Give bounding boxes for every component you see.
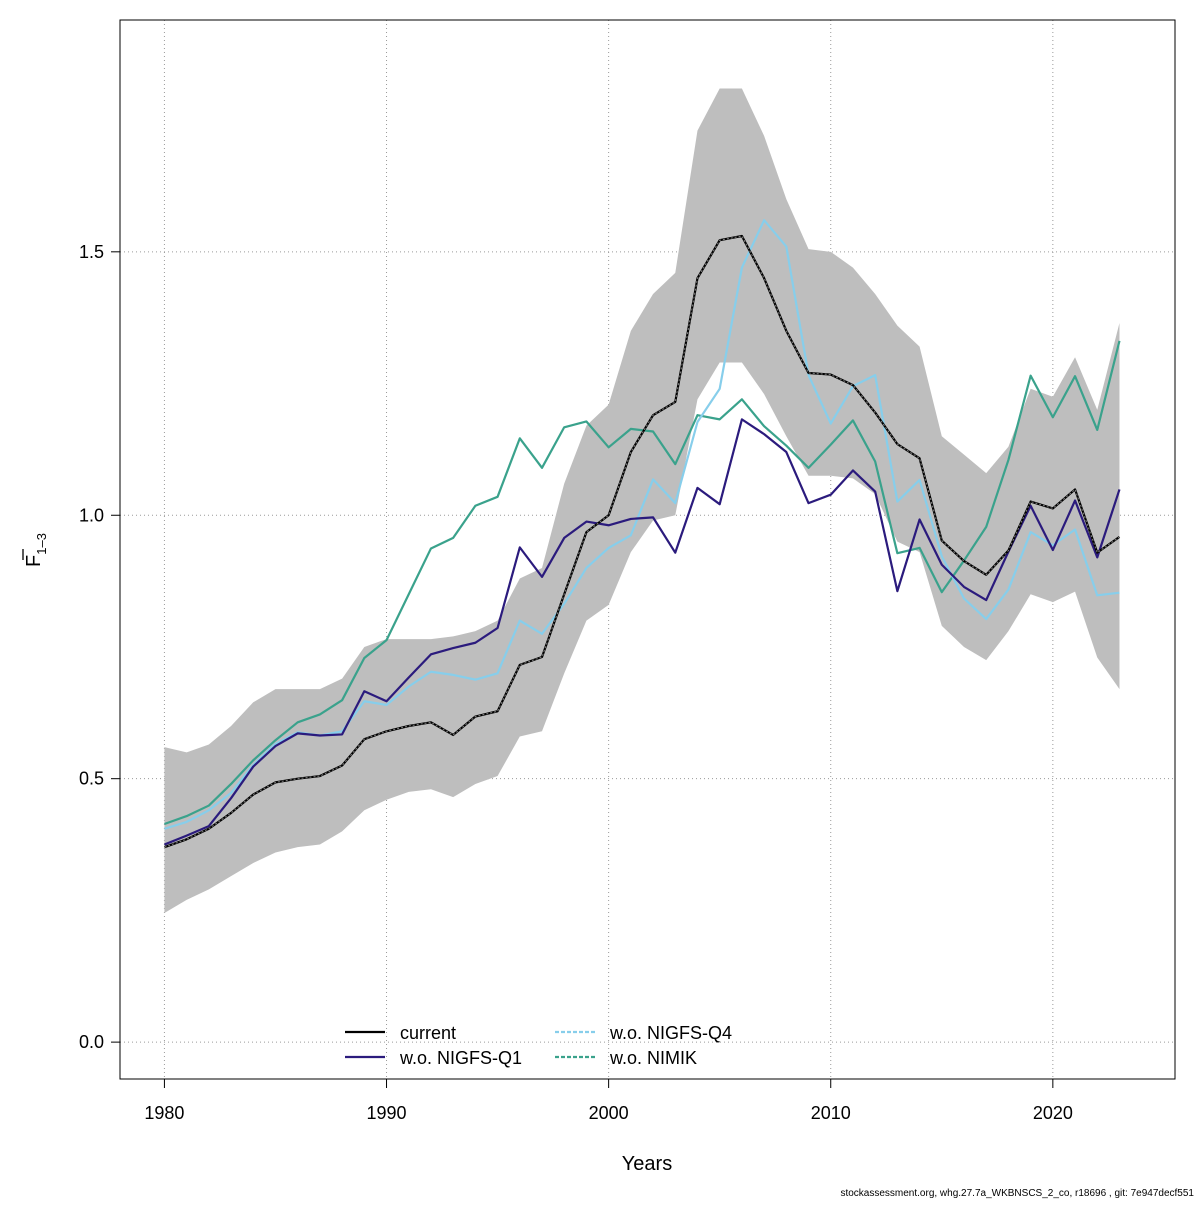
x-tick-label: 2010 bbox=[811, 1103, 851, 1123]
grid-lines bbox=[120, 20, 1175, 1079]
x-axis: 1980 1990 2000 2010 2020 bbox=[144, 1078, 1073, 1123]
y-tick-label: 0.5 bbox=[79, 769, 104, 789]
series-line-w-o-nimik bbox=[164, 340, 1121, 826]
x-tick-label: 2000 bbox=[589, 1103, 629, 1123]
footer-text: stockassessment.org, whg.27.7a_WKBNSCS_2… bbox=[840, 1188, 1194, 1199]
y-axis-title-subscript: 1–3 bbox=[34, 533, 49, 555]
y-tick-label: 1.5 bbox=[79, 242, 104, 262]
legend-label-w-o-nimik: w.o. NIMIK bbox=[609, 1048, 697, 1068]
x-axis-title: Years bbox=[622, 1153, 672, 1175]
x-tick-label: 1980 bbox=[144, 1103, 184, 1123]
y-axis: 0.0 0.5 1.0 1.5 bbox=[79, 242, 121, 1052]
legend-label-current: current bbox=[400, 1023, 456, 1043]
y-tick-label: 0.0 bbox=[79, 1032, 104, 1052]
series-line-w-o-nigfs-q1 bbox=[164, 418, 1121, 846]
series-line-current-dots bbox=[164, 235, 1120, 848]
svg-text:F1–3: F1–3 bbox=[23, 533, 49, 567]
legend-label-w-o-nigfs-q1: w.o. NIGFS-Q1 bbox=[399, 1048, 522, 1068]
y-axis-title: F1–3 bbox=[22, 533, 49, 567]
confidence-band bbox=[164, 88, 1120, 914]
y-tick-label: 1.0 bbox=[79, 505, 104, 525]
legend-label-w-o-nigfs-q4: w.o. NIGFS-Q4 bbox=[609, 1023, 732, 1043]
series-lines-layer bbox=[164, 219, 1121, 849]
x-tick-label: 2020 bbox=[1033, 1103, 1073, 1123]
y-axis-title-main: F bbox=[23, 555, 45, 567]
x-tick-label: 1990 bbox=[367, 1103, 407, 1123]
legend: current w.o. NIGFS-Q1 w.o. NIGFS-Q4 w.o. NI… bbox=[345, 1023, 732, 1068]
confidence-band-layer bbox=[164, 88, 1120, 914]
